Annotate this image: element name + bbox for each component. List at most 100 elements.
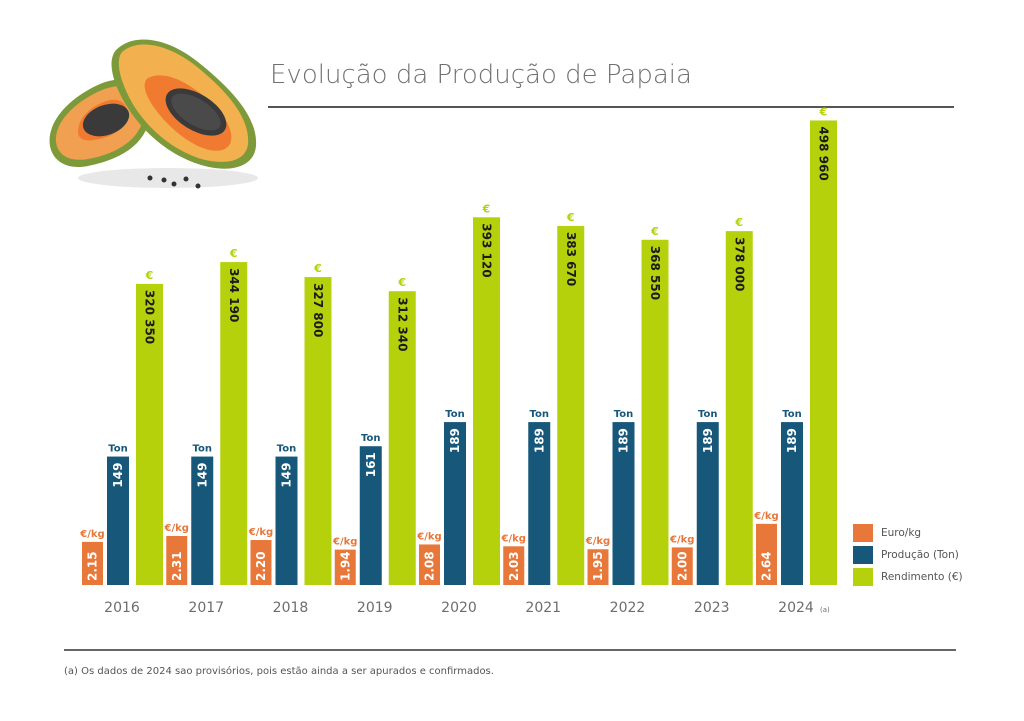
year-note-2024: (a) (820, 606, 830, 614)
bar-euro-kg-2022 (587, 549, 609, 585)
footnote: (a) Os dados de 2024 sao provisórios, po… (64, 666, 494, 677)
value-label-producao-2016: 149 (111, 463, 125, 488)
value-label-euro-kg-2023: 2.00 (675, 551, 689, 581)
value-label-rendimento-2019: 312 340 (395, 297, 409, 351)
year-label-2016: 2016 (104, 600, 140, 616)
year-label-2023: 2023 (694, 600, 730, 616)
unit-label-rendimento-2023: € (734, 216, 743, 229)
bar-producao-2017 (191, 456, 214, 585)
unit-label-producao-2020: Ton (445, 409, 464, 420)
year-label-2021: 2021 (525, 600, 561, 616)
year-label-2024: 2024 (778, 600, 814, 616)
bar-euro-kg-2023 (671, 547, 693, 585)
unit-label-euro-kg-2024: €/kg (753, 511, 778, 522)
year-label-2022: 2022 (610, 600, 646, 616)
unit-label-producao-2018: Ton (277, 444, 296, 455)
unit-label-rendimento-2016: € (145, 269, 154, 282)
value-label-rendimento-2020: 393 120 (480, 223, 494, 277)
unit-label-producao-2023: Ton (698, 409, 717, 420)
unit-label-euro-kg-2020: €/kg (416, 531, 441, 542)
legend-swatch-producao (853, 546, 873, 564)
unit-label-euro-kg-2019: €/kg (332, 537, 357, 548)
value-label-euro-kg-2019: 1.94 (338, 551, 352, 581)
bar-producao-2016 (107, 456, 129, 585)
value-label-producao-2021: 189 (532, 428, 546, 453)
unit-label-producao-2021: Ton (530, 409, 549, 420)
unit-label-euro-kg-2023: €/kg (669, 534, 694, 545)
bar-producao-2023 (696, 422, 719, 585)
value-label-rendimento-2023: 378 000 (732, 237, 746, 291)
unit-label-euro-kg-2017: €/kg (164, 523, 189, 534)
unit-label-euro-kg-2021: €/kg (501, 533, 526, 544)
papaya-illustration (49, 39, 258, 189)
legend-item-euro-kg: Euro/kg (853, 523, 963, 543)
value-label-rendimento-2016: 320 350 (143, 290, 157, 344)
value-label-producao-2022: 189 (617, 428, 631, 453)
value-label-euro-kg-2020: 2.08 (423, 551, 437, 581)
bar-rendimento-2021 (557, 225, 585, 585)
bar-producao-2019 (359, 446, 382, 585)
chart-title: Evolução da Produção de Papaia (270, 60, 692, 90)
value-label-producao-2023: 189 (701, 428, 715, 453)
legend-label-producao: Produção (Ton) (881, 549, 959, 561)
value-label-euro-kg-2022: 1.95 (591, 551, 605, 581)
value-label-rendimento-2017: 344 190 (227, 268, 241, 322)
bar-euro-kg-2021 (503, 546, 525, 585)
value-label-producao-2019: 161 (364, 452, 378, 477)
unit-label-rendimento-2017: € (229, 247, 238, 260)
legend-item-producao: Produção (Ton) (853, 545, 963, 565)
value-label-rendimento-2024: 498 960 (817, 126, 831, 180)
bar-rendimento-2024 (810, 120, 837, 585)
value-label-producao-2017: 149 (195, 463, 209, 488)
bar-euro-kg-2018 (250, 540, 272, 585)
value-label-producao-2020: 189 (448, 428, 462, 453)
bar-producao-2022 (612, 422, 635, 585)
unit-label-producao-2019: Ton (361, 433, 380, 444)
value-label-euro-kg-2024: 2.64 (760, 551, 774, 581)
year-label-2017: 2017 (188, 600, 224, 616)
title-divider (268, 106, 954, 108)
legend-swatch-rendimento (853, 568, 873, 586)
value-label-rendimento-2022: 368 550 (648, 246, 662, 300)
legend-swatch-euro-kg (853, 524, 873, 542)
bar-euro-kg-2024 (756, 523, 777, 585)
unit-label-rendimento-2019: € (397, 276, 406, 289)
bar-euro-kg-2016 (82, 541, 103, 585)
bar-rendimento-2020 (473, 217, 500, 585)
value-label-rendimento-2018: 327 800 (311, 283, 325, 337)
bar-producao-2024 (781, 422, 803, 585)
footer-divider (64, 649, 956, 651)
year-label-2020: 2020 (441, 600, 477, 616)
unit-label-rendimento-2020: € (482, 202, 491, 215)
bar-producao-2018 (275, 456, 298, 585)
legend-label-rendimento: Rendimento (€) (881, 571, 963, 583)
papaya-front-half (111, 39, 257, 169)
legend-label-euro-kg: Euro/kg (881, 527, 922, 539)
bar-euro-kg-2017 (166, 535, 188, 585)
legend-item-rendimento: Rendimento (€) (853, 567, 963, 587)
value-label-producao-2024: 189 (785, 428, 799, 453)
bar-euro-kg-2019 (334, 549, 356, 585)
bar-producao-2021 (528, 422, 551, 585)
year-label-2018: 2018 (273, 600, 309, 616)
value-label-euro-kg-2021: 2.03 (507, 551, 521, 581)
value-label-producao-2018: 149 (280, 463, 294, 488)
value-label-euro-kg-2016: 2.15 (86, 551, 100, 581)
bar-rendimento-2017 (220, 262, 248, 585)
bar-rendimento-2016 (136, 283, 163, 585)
unit-label-producao-2017: Ton (193, 444, 212, 455)
unit-label-producao-2016: Ton (108, 444, 127, 455)
unit-label-rendimento-2021: € (566, 211, 575, 224)
bar-producao-2020 (444, 422, 466, 585)
unit-label-rendimento-2018: € (313, 262, 322, 275)
bar-rendimento-2019 (388, 291, 416, 585)
unit-label-rendimento-2024: € (819, 105, 828, 118)
chart-legend: Euro/kg Produção (Ton) Rendimento (€) (853, 523, 963, 589)
bar-euro-kg-2020 (419, 544, 440, 585)
unit-label-euro-kg-2022: €/kg (585, 536, 610, 547)
value-label-rendimento-2021: 383 670 (564, 232, 578, 286)
unit-label-rendimento-2022: € (650, 225, 659, 238)
unit-label-producao-2022: Ton (614, 409, 633, 420)
